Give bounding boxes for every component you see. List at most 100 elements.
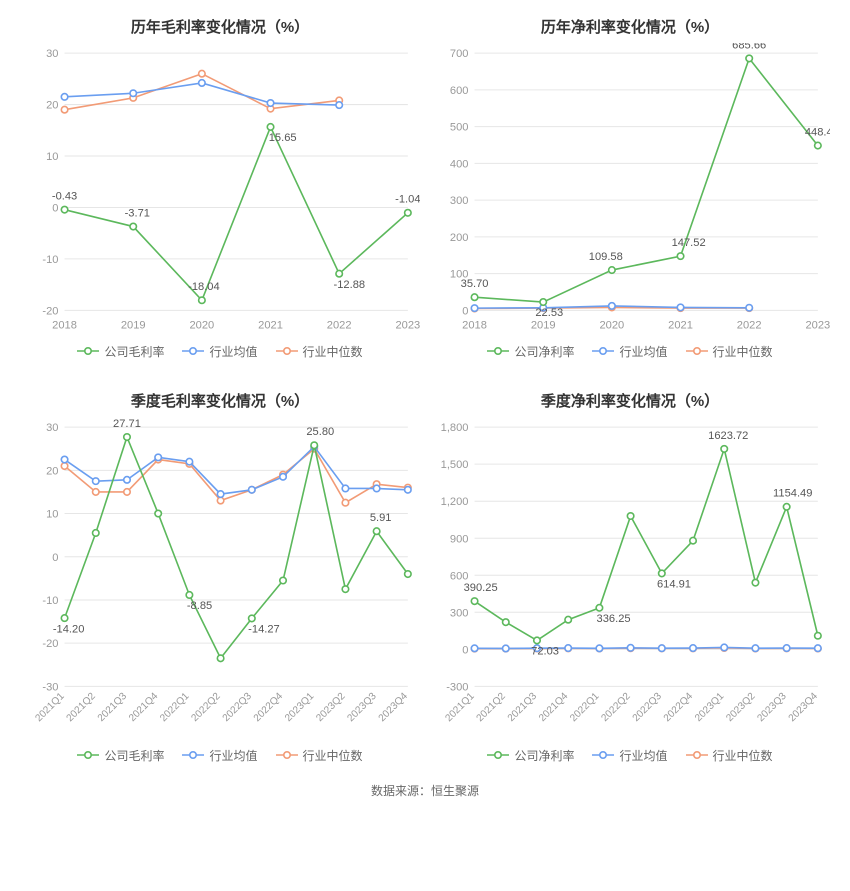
legend-swatch-icon (686, 345, 708, 357)
svg-text:2022Q4: 2022Q4 (662, 690, 695, 723)
chart-quarterly-net-plot: -30003006009001,2001,5001,8002021Q12021Q… (430, 417, 830, 741)
svg-text:20: 20 (46, 465, 58, 477)
svg-text:2023Q3: 2023Q3 (346, 690, 379, 723)
chart-quarterly-gross-plot: -30-20-1001020302021Q12021Q22021Q32021Q4… (20, 417, 420, 741)
svg-text:2022Q3: 2022Q3 (221, 690, 254, 723)
svg-text:-1.04: -1.04 (395, 194, 420, 206)
legend-item[interactable]: 公司净利率 (487, 343, 574, 360)
svg-text:1154.49: 1154.49 (773, 487, 812, 499)
svg-text:30: 30 (46, 48, 58, 60)
svg-text:900: 900 (450, 533, 469, 545)
svg-text:0: 0 (462, 305, 468, 317)
svg-text:500: 500 (450, 122, 469, 134)
svg-text:448.42: 448.42 (805, 126, 830, 138)
svg-text:2023Q1: 2023Q1 (283, 690, 316, 723)
svg-text:15.65: 15.65 (269, 132, 297, 144)
legend-label: 行业均值 (619, 747, 667, 764)
legend-label: 行业中位数 (713, 747, 773, 764)
legend-quarterly-gross: 公司毛利率 行业均值 行业中位数 (20, 747, 420, 764)
chart-title: 季度毛利率变化情况（%） (20, 390, 420, 411)
svg-text:2022Q4: 2022Q4 (252, 690, 285, 723)
svg-text:25.80: 25.80 (306, 426, 334, 438)
legend-item[interactable]: 行业中位数 (276, 747, 363, 764)
legend-item[interactable]: 行业均值 (592, 747, 667, 764)
svg-text:2020: 2020 (599, 320, 624, 332)
svg-text:1,800: 1,800 (441, 422, 469, 434)
svg-text:2022Q2: 2022Q2 (189, 690, 222, 723)
svg-text:-10: -10 (42, 254, 58, 266)
svg-text:27.71: 27.71 (113, 418, 141, 430)
svg-text:-3.71: -3.71 (125, 207, 150, 219)
legend-item[interactable]: 行业中位数 (686, 343, 773, 360)
svg-text:-10: -10 (42, 595, 58, 607)
svg-text:2023Q2: 2023Q2 (314, 690, 347, 723)
svg-text:2019: 2019 (531, 320, 556, 332)
legend-item[interactable]: 行业中位数 (686, 747, 773, 764)
svg-text:5.91: 5.91 (370, 512, 392, 524)
legend-item[interactable]: 公司毛利率 (77, 343, 164, 360)
svg-text:2020: 2020 (189, 320, 214, 332)
chart-annual-gross-plot: -20-100102030201820192020202120222023-0.… (20, 43, 420, 337)
legend-item[interactable]: 行业均值 (182, 343, 257, 360)
svg-text:35.70: 35.70 (461, 278, 489, 290)
legend-item[interactable]: 公司净利率 (487, 747, 574, 764)
legend-item[interactable]: 公司毛利率 (77, 747, 164, 764)
svg-text:700: 700 (450, 48, 469, 60)
svg-text:2018: 2018 (52, 320, 77, 332)
svg-text:0: 0 (462, 644, 468, 656)
svg-text:400: 400 (450, 158, 469, 170)
svg-text:2021: 2021 (258, 320, 283, 332)
svg-text:2021Q4: 2021Q4 (127, 690, 160, 723)
legend-swatch-icon (592, 749, 614, 761)
svg-text:2021Q3: 2021Q3 (96, 690, 129, 723)
svg-text:2022: 2022 (327, 320, 352, 332)
legend-item[interactable]: 行业均值 (592, 343, 667, 360)
legend-swatch-icon (182, 345, 204, 357)
chart-grid: 历年毛利率变化情况（%） -20-10010203020182019202020… (0, 0, 850, 778)
legend-swatch-icon (182, 749, 204, 761)
legend-label: 行业均值 (209, 747, 257, 764)
svg-text:-14.27: -14.27 (248, 623, 280, 635)
legend-quarterly-net: 公司净利率 行业均值 行业中位数 (430, 747, 830, 764)
svg-text:614.91: 614.91 (657, 578, 691, 590)
legend-label: 行业均值 (209, 343, 257, 360)
svg-text:-300: -300 (446, 681, 468, 693)
legend-swatch-icon (276, 749, 298, 761)
svg-text:-20: -20 (42, 638, 58, 650)
legend-swatch-icon (276, 345, 298, 357)
svg-text:2022Q2: 2022Q2 (599, 690, 632, 723)
legend-annual-gross: 公司毛利率 行业均值 行业中位数 (20, 343, 420, 360)
svg-text:109.58: 109.58 (589, 251, 623, 263)
svg-text:30: 30 (46, 422, 58, 434)
data-source-line: 数据来源：恒生聚源 (0, 778, 850, 815)
legend-item[interactable]: 行业中位数 (276, 343, 363, 360)
legend-swatch-icon (77, 749, 99, 761)
svg-text:2022Q3: 2022Q3 (631, 690, 664, 723)
svg-text:390.25: 390.25 (464, 582, 498, 594)
panel-quarterly-gross: 季度毛利率变化情况（%） -30-20-1001020302021Q12021Q… (20, 384, 420, 778)
svg-text:147.52: 147.52 (672, 237, 706, 249)
svg-text:2023: 2023 (395, 320, 420, 332)
svg-text:2023: 2023 (805, 320, 830, 332)
svg-text:2021Q2: 2021Q2 (65, 690, 98, 723)
svg-text:10: 10 (46, 508, 58, 520)
svg-text:0: 0 (52, 551, 58, 563)
legend-label: 公司毛利率 (104, 343, 164, 360)
chart-annual-net-plot: 0100200300400500600700201820192020202120… (430, 43, 830, 337)
legend-swatch-icon (487, 749, 509, 761)
svg-text:2021Q1: 2021Q1 (33, 690, 66, 723)
legend-item[interactable]: 行业均值 (182, 747, 257, 764)
legend-swatch-icon (686, 749, 708, 761)
svg-text:336.25: 336.25 (597, 613, 631, 625)
svg-text:200: 200 (450, 232, 469, 244)
legend-label: 公司毛利率 (104, 747, 164, 764)
panel-annual-gross: 历年毛利率变化情况（%） -20-10010203020182019202020… (20, 10, 420, 374)
legend-label: 行业均值 (619, 343, 667, 360)
svg-text:600: 600 (450, 570, 469, 582)
svg-text:2021: 2021 (668, 320, 693, 332)
svg-text:2023Q4: 2023Q4 (787, 690, 820, 723)
svg-text:0: 0 (52, 202, 58, 214)
svg-text:2023Q4: 2023Q4 (377, 690, 410, 723)
svg-text:20: 20 (46, 100, 58, 112)
chart-title: 历年净利率变化情况（%） (430, 16, 830, 37)
